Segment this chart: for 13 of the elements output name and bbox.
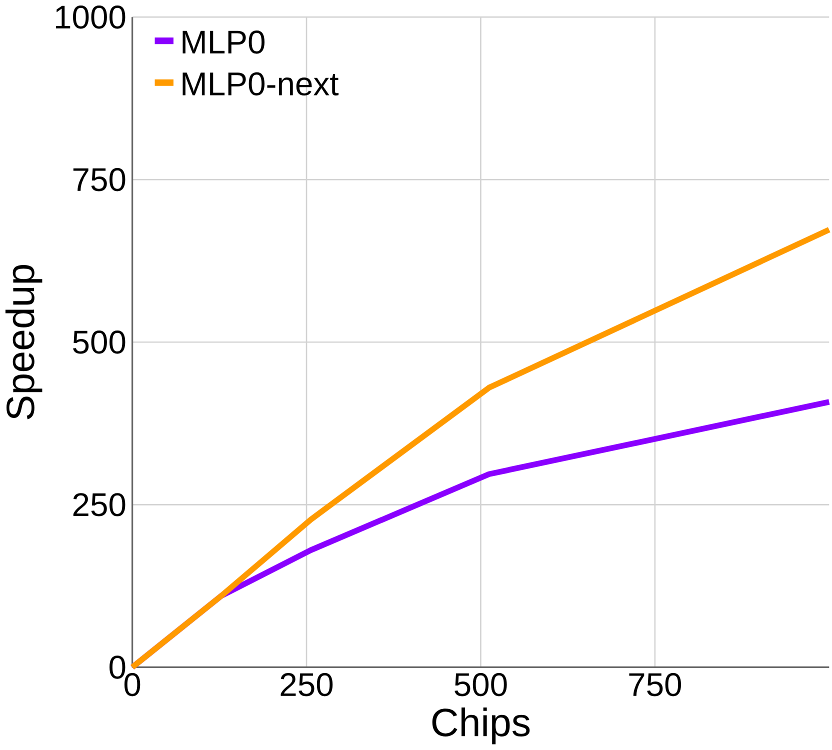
y-tick-label: 500 <box>73 330 126 354</box>
legend-label: MLP0-next <box>182 72 339 96</box>
x-tick-label: 500 <box>454 673 507 696</box>
y-axis-title: Speedup <box>5 265 42 420</box>
x-tick-label: 750 <box>629 673 682 696</box>
y-tick-label: 250 <box>73 493 126 516</box>
x-tick-label: 250 <box>280 673 333 696</box>
y-tick-label: 1000 <box>56 6 126 29</box>
y-tick-label: 0 <box>110 656 126 679</box>
y-tick-label: 750 <box>73 168 126 192</box>
x-axis-title: Chips <box>432 708 530 744</box>
legend-label: MLP0 <box>182 30 265 54</box>
x-tick-label: 0 <box>124 673 140 696</box>
